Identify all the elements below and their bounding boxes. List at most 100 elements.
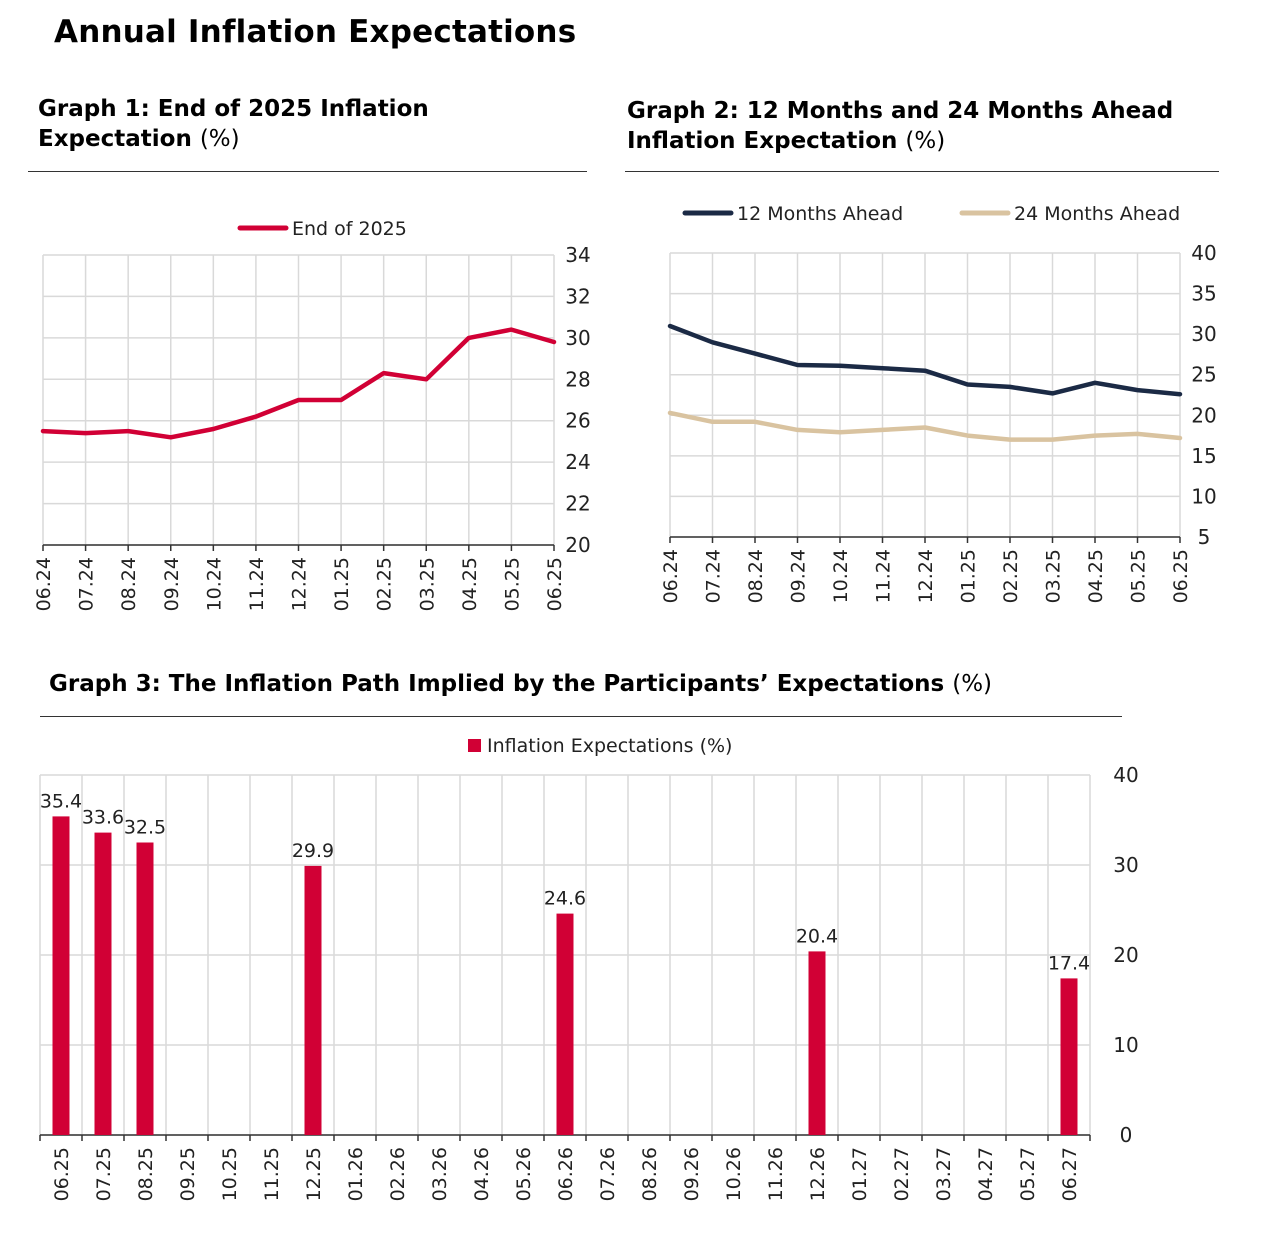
g3-xtick-label: 05.27 [1017, 1147, 1039, 1201]
g3-ytick-label: 20 [1113, 943, 1138, 967]
g2-xtick-label: 01.25 [958, 549, 980, 603]
g2-xtick-label: 08.24 [745, 549, 767, 603]
g1-xtick-label: 06.25 [544, 557, 566, 611]
g3-xtick-label: 11.26 [765, 1147, 787, 1201]
g3-data-label: 33.6 [82, 807, 124, 829]
g3-xtick-label: 11.25 [261, 1147, 283, 1201]
graph2-title-text: Graph 2: 12 Months and 24 Months Ahead I… [627, 98, 1174, 154]
g2-xtick-label: 03.25 [1043, 549, 1065, 603]
g3-xtick-label: 04.27 [975, 1147, 997, 1201]
g3-ytick-label: 0 [1120, 1123, 1133, 1147]
g3-xtick-label: 08.25 [135, 1147, 157, 1201]
g2-xtick-label: 02.25 [1000, 549, 1022, 603]
g1-ytick-label: 30 [565, 326, 590, 350]
g1-xtick-label: 04.25 [459, 557, 481, 611]
g3-xtick-label: 10.26 [723, 1147, 745, 1201]
g3-xtick-label: 09.25 [177, 1147, 199, 1201]
g3-data-label: 17.4 [1048, 952, 1090, 974]
g1-ytick-label: 26 [565, 409, 590, 433]
g2-ytick-label: 30 [1191, 322, 1216, 346]
g1-ytick-label: 22 [565, 492, 590, 516]
g2-ytick-label: 20 [1191, 403, 1216, 427]
g1-ytick-label: 24 [565, 450, 590, 474]
page-title: Annual Inflation Expectations [54, 14, 577, 50]
g3-xtick-label: 09.26 [681, 1147, 703, 1201]
g1-xtick-label: 02.25 [374, 557, 396, 611]
graph1-title-unit: (%) [199, 126, 240, 152]
g2-ytick-label: 40 [1191, 241, 1216, 265]
g3-data-label: 20.4 [796, 925, 838, 947]
graph2-title-unit: (%) [905, 128, 946, 154]
g2-xtick-label: 12.24 [915, 549, 937, 603]
g2-xtick-label: 05.25 [1128, 549, 1150, 603]
g3-bar [808, 951, 826, 1135]
g2-xtick-label: 11.24 [873, 549, 895, 603]
graph2-title: Graph 2: 12 Months and 24 Months Ahead I… [627, 96, 1277, 156]
g3-ytick-label: 30 [1113, 853, 1138, 877]
g3-xtick-label: 05.26 [513, 1147, 535, 1201]
g2-ytick-label: 35 [1191, 282, 1216, 306]
graph3-divider [40, 716, 1122, 717]
g3-ytick-label: 40 [1113, 763, 1138, 787]
g3-data-label: 29.9 [292, 840, 334, 862]
g3-xtick-label: 06.26 [555, 1147, 577, 1201]
g1-xtick-label: 06.24 [33, 557, 55, 611]
g3-xtick-label: 08.26 [639, 1147, 661, 1201]
g2-series-2-line [667, 410, 1183, 442]
graph3-title-text: Graph 3: The Inflation Path Implied by t… [49, 671, 945, 697]
graph3-title-unit: (%) [952, 671, 993, 697]
graph1-chart: 20 22 24 26 28 30 32 34 06.24 07.24 08.24 09.24 10.2… [33, 218, 591, 611]
g1-series-1-line [40, 327, 557, 440]
g2-ytick-label: 15 [1191, 444, 1216, 468]
g2-xtick-label: 06.24 [660, 549, 682, 603]
g2-xtick-label: 06.25 [1170, 549, 1192, 603]
g3-xtick-label: 01.27 [849, 1147, 871, 1201]
g3-legend-label: Inflation Expectations (%) [487, 735, 732, 757]
g2-xtick-label: 10.24 [830, 549, 852, 603]
g1-xtick-label: 05.25 [501, 557, 523, 611]
g2-xtick-label: 04.25 [1085, 549, 1107, 603]
g3-xtick-label: 03.26 [429, 1147, 451, 1201]
g3-xtick-label: 06.25 [51, 1147, 73, 1201]
graph1-title-text: Graph 1: End of 2025 Inflation Expectati… [38, 96, 429, 152]
g3-xtick-label: 02.27 [891, 1147, 913, 1201]
g2-ytick-label: 10 [1191, 484, 1216, 508]
g1-xtick-label: 09.24 [161, 557, 183, 611]
g3-xtick-label: 12.26 [807, 1147, 829, 1201]
g1-ytick-label: 32 [565, 284, 590, 308]
g3-xtick-label: 01.26 [345, 1147, 367, 1201]
g3-bar [304, 865, 322, 1135]
g2-ytick-label: 25 [1191, 363, 1216, 387]
g3-bar [94, 832, 112, 1135]
graph1-divider [28, 171, 587, 172]
g1-xtick-label: 10.24 [203, 557, 225, 611]
g1-xtick-label: 12.24 [289, 557, 311, 611]
g1-xtick-label: 03.25 [416, 557, 438, 611]
g1-ytick-label: 28 [565, 367, 590, 391]
g2-legend-label-1: 12 Months Ahead [737, 203, 903, 225]
g3-xtick-label: 10.25 [219, 1147, 241, 1201]
g3-xtick-label: 04.26 [471, 1147, 493, 1201]
g1-ytick-label: 34 [565, 243, 590, 267]
g3-xtick-label: 03.27 [933, 1147, 955, 1201]
g3-xtick-label: 02.26 [387, 1147, 409, 1201]
g1-legend-label-1: End of 2025 [292, 218, 407, 240]
g1-xtick-label: 08.24 [118, 557, 140, 611]
g3-data-label: 24.6 [544, 888, 586, 910]
g1-xtick-label: 01.25 [331, 557, 353, 611]
g3-bar [52, 816, 70, 1135]
g3-data-label: 35.4 [40, 790, 82, 812]
g3-ytick-label: 10 [1113, 1033, 1138, 1057]
g3-xtick-label: 06.27 [1059, 1147, 1081, 1201]
g3-bar [556, 913, 574, 1135]
graph1-title: Graph 1: End of 2025 Inflation Expectati… [38, 94, 458, 154]
g3-xtick-label: 12.25 [303, 1147, 325, 1201]
graph2-divider [625, 171, 1219, 172]
graph2-chart: 5 10 15 20 25 30 35 40 06.24 07.24 08.24 09.24 10.24… [660, 203, 1217, 603]
g2-series-1-line [667, 323, 1183, 397]
g3-bar [1060, 978, 1078, 1135]
g3-xtick-label: 07.25 [93, 1147, 115, 1201]
g3-data-label: 32.5 [124, 817, 166, 839]
g1-xtick-label: 11.24 [246, 557, 268, 611]
g3-bar [136, 842, 154, 1135]
